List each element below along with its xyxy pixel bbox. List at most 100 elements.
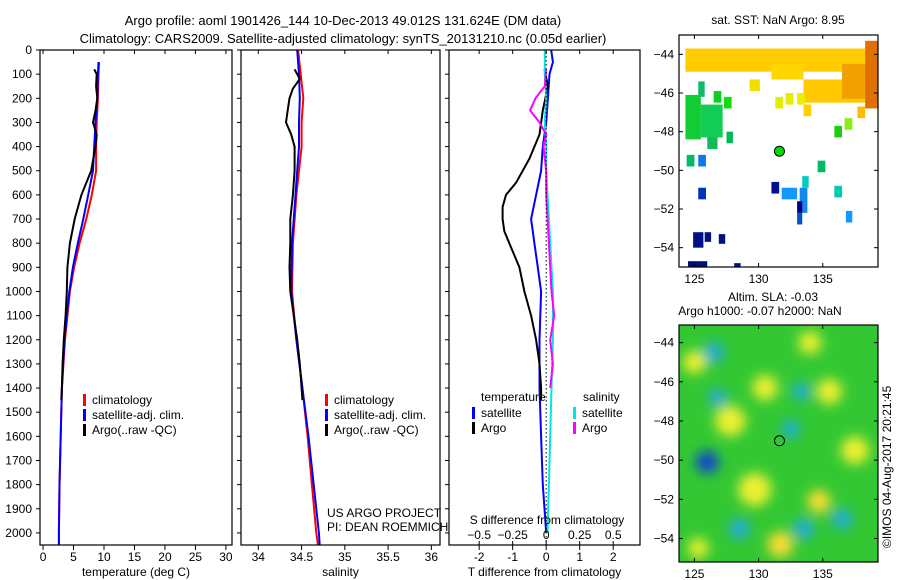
x-tick-label: 0 [543,550,550,564]
sst-cell [803,104,812,117]
x-tick-label: 34 [252,550,266,564]
sst-cell [845,210,853,223]
legend-title-temperature: temperature [481,390,546,404]
zero-dotted-line [545,200,547,202]
y-tick-label: 1600 [5,429,32,443]
sst-cell [686,154,695,167]
x-tick-label: 35 [338,550,352,564]
s-axis-label: S difference from climatology [470,513,625,527]
sst-cell [834,125,843,138]
zero-dotted-line [545,244,547,246]
zero-dotted-line [545,524,547,526]
zero-dotted-line [545,336,547,338]
sla-high-anomaly [840,436,869,465]
sst-cell [700,104,723,138]
zero-dotted-line [545,312,547,314]
zero-dotted-line [545,468,547,470]
zero-dotted-line [545,296,547,298]
sla-map-title-line2: Argo h1000: -0.07 h2000: NaN [678,304,841,318]
lat-tick-label: −50 [654,163,675,177]
zero-dotted-line [545,432,547,434]
x-tick-label: 20 [158,550,172,564]
sst-cell [802,176,809,188]
x-axis-label: T difference from climatology [468,565,622,579]
zero-dotted-line [545,112,547,114]
x-tick-label: 34.5 [290,550,314,564]
sla-high-anomaly [714,405,746,437]
legend-swatch [472,422,475,434]
zero-dotted-line [545,212,547,214]
zero-dotted-line [545,508,547,510]
legend-swatch [325,424,328,436]
lon-tick-label: 125 [684,272,704,286]
zero-dotted-line [545,412,547,414]
legend-swatch [83,394,86,406]
zero-dotted-line [545,324,547,326]
sla-high-anomaly [688,538,709,559]
zero-dotted-line [545,528,547,530]
y-tick-label: 1800 [5,478,32,492]
sst-cell [698,154,706,167]
zero-dotted-line [545,96,547,98]
sla-low-anomaly [793,518,814,539]
y-tick-label: 2000 [5,526,32,540]
profile-lines [57,62,101,545]
zero-dotted-line [545,92,547,94]
zero-dotted-line [545,540,547,542]
x-tick-label: 35.5 [376,550,400,564]
series-line-satellite-adj-clim- [290,50,321,545]
sla-low-anomaly [708,388,727,407]
legend-label: satellite-adj. clim. [334,408,426,422]
zero-dotted-line [545,272,547,274]
zero-dotted-line [545,232,547,234]
y-tick-label: 500 [12,164,32,178]
zero-dotted-line [545,352,547,354]
zero-dotted-line [545,236,547,238]
zero-dotted-line [545,64,547,66]
y-tick-label: 400 [12,140,32,154]
zero-dotted-line [545,100,547,102]
zero-dotted-line [545,68,547,70]
sst-cell [718,234,726,244]
x-tick-label: 36 [425,550,439,564]
zero-dotted-line [545,372,547,374]
zero-dotted-line [545,76,547,78]
sst-cell [771,181,780,194]
zero-dotted-line [545,400,547,402]
sla-high-anomaly [738,473,772,507]
zero-dotted-line [545,144,547,146]
x-axis-label: salinity [322,565,359,579]
zero-dotted-line [545,208,547,210]
legend-label: Argo(..raw -QC) [92,423,177,437]
sst-cell [685,94,701,140]
y-tick-label: 200 [12,91,32,105]
lon-tick-label: 135 [813,567,833,580]
sst-cell [704,232,712,242]
zero-dotted-line [545,248,547,250]
sst-cell [734,263,741,267]
lat-tick-label: −52 [654,492,675,506]
zero-dotted-line [545,284,547,286]
x-tick-label: 30 [219,550,233,564]
zero-dotted-line [545,216,547,218]
sst-cell [797,93,805,105]
zero-dotted-line [545,228,547,230]
zero-dotted-line [545,204,547,206]
zero-dotted-line [545,392,547,394]
s-tick-label: 0.25 [568,528,592,542]
legend-swatch [325,394,328,406]
sla-low-anomaly [792,382,810,401]
zero-dotted-line [545,460,547,462]
x-tick-label: 2 [610,550,617,564]
zero-dotted-line [545,360,547,362]
sla-high-anomaly [682,350,706,374]
zero-dotted-line [545,492,547,494]
profile-lines [284,50,321,545]
sla-low-anomaly [831,508,853,530]
lon-tick-label: 130 [749,272,769,286]
series-line-climatology [57,62,101,545]
series-line-satellite-adj-clim- [57,62,100,545]
plot-frame [448,49,641,546]
sst-cell [713,91,722,103]
